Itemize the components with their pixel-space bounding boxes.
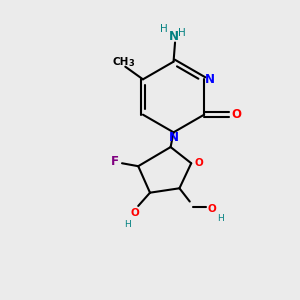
- Text: 3: 3: [128, 59, 134, 68]
- Text: H: H: [124, 220, 131, 229]
- Text: O: O: [131, 208, 140, 218]
- Text: H: H: [178, 28, 185, 38]
- Text: N: N: [205, 73, 214, 86]
- Text: N: N: [169, 30, 178, 43]
- Text: CH: CH: [113, 57, 129, 67]
- Text: H: H: [160, 24, 168, 34]
- Text: F: F: [111, 155, 119, 168]
- Text: O: O: [208, 204, 216, 214]
- Text: H: H: [217, 214, 224, 223]
- Text: N: N: [169, 131, 178, 144]
- Text: O: O: [194, 158, 203, 168]
- Text: O: O: [232, 108, 242, 121]
